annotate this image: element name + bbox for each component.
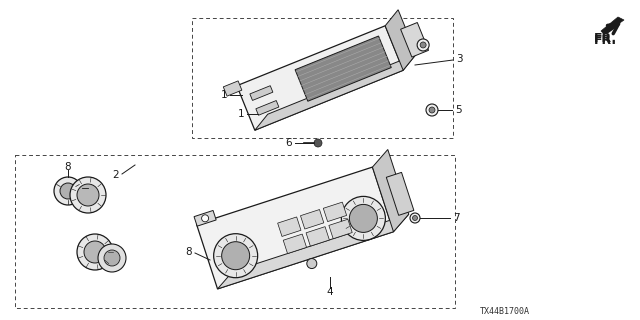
Polygon shape <box>601 17 624 34</box>
Circle shape <box>77 234 113 270</box>
Circle shape <box>429 107 435 113</box>
Polygon shape <box>237 26 403 130</box>
Circle shape <box>341 196 385 240</box>
Circle shape <box>417 39 429 51</box>
Polygon shape <box>218 214 409 289</box>
Text: FR.: FR. <box>594 34 617 46</box>
Polygon shape <box>387 172 414 215</box>
Polygon shape <box>250 86 273 100</box>
Circle shape <box>314 139 322 147</box>
Polygon shape <box>255 54 416 130</box>
Polygon shape <box>278 217 301 236</box>
Circle shape <box>307 259 317 268</box>
Polygon shape <box>223 81 242 96</box>
Circle shape <box>410 213 420 223</box>
Polygon shape <box>401 22 429 57</box>
Polygon shape <box>385 10 416 70</box>
Polygon shape <box>306 227 330 246</box>
Circle shape <box>221 242 250 270</box>
Text: 5: 5 <box>455 105 461 115</box>
Polygon shape <box>256 100 279 115</box>
Circle shape <box>413 215 417 220</box>
Text: 1: 1 <box>220 90 227 100</box>
Polygon shape <box>372 149 409 232</box>
Polygon shape <box>329 219 352 239</box>
Polygon shape <box>300 210 324 229</box>
Text: 8: 8 <box>186 247 192 257</box>
Circle shape <box>54 177 82 205</box>
Circle shape <box>77 184 99 206</box>
Polygon shape <box>196 167 394 289</box>
Polygon shape <box>295 36 391 101</box>
Text: 7: 7 <box>453 213 460 223</box>
Polygon shape <box>284 234 307 253</box>
Text: 4: 4 <box>326 287 333 297</box>
Text: 8: 8 <box>65 162 71 172</box>
Text: 6: 6 <box>285 138 292 148</box>
Circle shape <box>426 104 438 116</box>
Text: FR.: FR. <box>594 31 617 44</box>
Polygon shape <box>194 211 216 226</box>
Circle shape <box>349 204 378 232</box>
Circle shape <box>202 215 209 222</box>
Circle shape <box>98 244 126 272</box>
Circle shape <box>420 42 426 48</box>
Circle shape <box>70 177 106 213</box>
Text: TX44B1700A: TX44B1700A <box>480 308 530 316</box>
Circle shape <box>214 234 258 278</box>
Circle shape <box>104 250 120 266</box>
Text: 3: 3 <box>456 54 463 64</box>
Text: 1: 1 <box>237 109 244 119</box>
Circle shape <box>84 241 106 263</box>
Circle shape <box>60 183 76 199</box>
Polygon shape <box>323 202 347 222</box>
Text: 2: 2 <box>113 170 119 180</box>
